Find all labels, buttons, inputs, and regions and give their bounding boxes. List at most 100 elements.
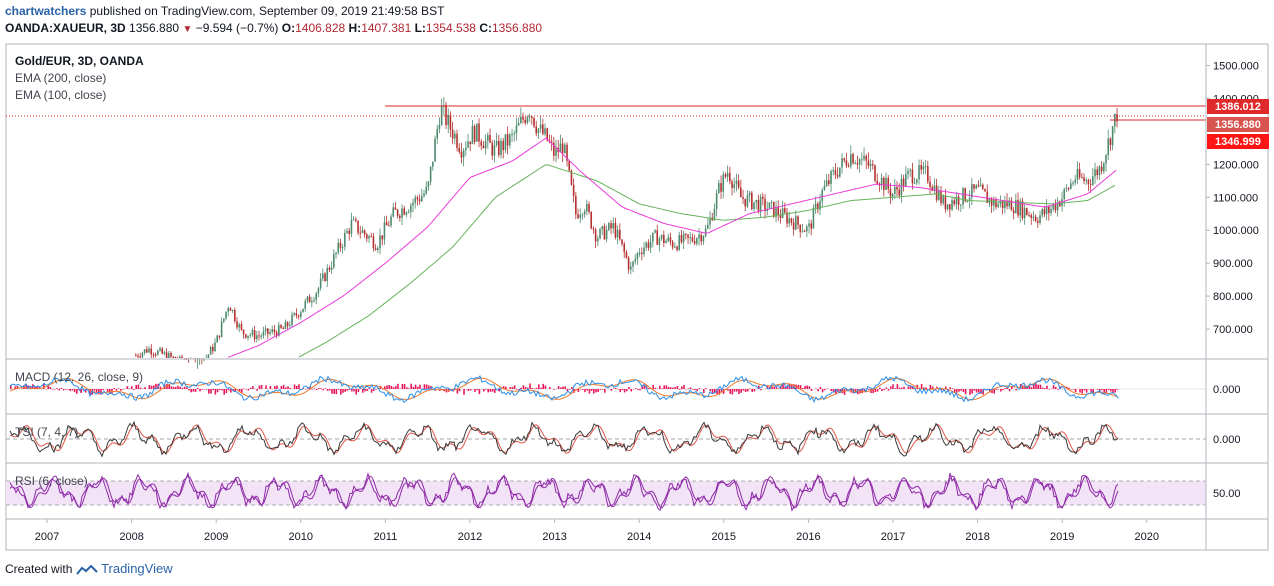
macd-histogram-bar <box>711 389 714 394</box>
macd-histogram-bar <box>60 387 63 389</box>
candle-body <box>515 125 518 134</box>
candle-body <box>1107 138 1110 156</box>
rsi-legend[interactable]: RSI (6, close) <box>15 474 88 488</box>
macd-histogram-bar <box>276 385 278 389</box>
macd-histogram-bar <box>542 383 544 389</box>
macd-histogram-bar <box>346 389 349 391</box>
ema200-legend[interactable]: EMA (200, close) <box>15 71 107 85</box>
macd-histogram-bar <box>610 389 613 391</box>
candle-body <box>1030 215 1033 218</box>
macd-histogram-bar <box>920 383 923 389</box>
candle-body <box>1004 200 1006 208</box>
macd-histogram-bar <box>1068 387 1070 389</box>
macd-histogram-bar <box>839 389 841 393</box>
time-tick-label: 2012 <box>458 531 482 543</box>
macd-histogram-bar <box>720 389 723 393</box>
macd-histogram-bar <box>227 389 230 391</box>
high-value: 1407.381 <box>361 21 412 35</box>
macd-histogram-bar <box>428 385 430 389</box>
price-pane <box>6 97 1206 369</box>
tsi-legend[interactable]: TSI (7, 4, 7) <box>15 425 79 439</box>
tsi-pane <box>6 420 1206 458</box>
macd-histogram-bar <box>38 386 41 389</box>
macd-histogram-bar <box>122 389 124 390</box>
candle-body <box>751 192 753 210</box>
candle-body <box>487 135 489 141</box>
candle-body <box>935 185 938 200</box>
macd-histogram-bar <box>252 386 254 389</box>
macd-histogram-bar <box>260 384 263 389</box>
macd-histogram-bar <box>659 385 661 389</box>
macd-histogram-bar <box>995 389 998 390</box>
tradingview-brand[interactable]: TradingView <box>101 561 173 576</box>
author-link[interactable]: chartwatchers <box>5 4 87 18</box>
macd-histogram-bar <box>894 388 896 389</box>
candle-body <box>951 200 953 210</box>
candle-body <box>403 208 406 215</box>
candle-body <box>825 180 828 186</box>
candle-body <box>253 330 256 340</box>
candle-body <box>665 240 667 244</box>
macd-histogram-bar <box>483 389 485 392</box>
candle-body <box>460 151 463 158</box>
price-change: −9.594 (−0.7%) <box>195 21 279 35</box>
macd-histogram-bar <box>69 389 71 392</box>
macd-histogram-bar <box>718 389 720 395</box>
candle-body <box>876 180 879 184</box>
tradingview-logo-icon <box>75 564 98 575</box>
time-tick-label: 2007 <box>35 531 59 543</box>
candle-body <box>801 230 804 232</box>
candle-body <box>335 252 337 254</box>
macd-histogram-bar <box>1114 389 1116 393</box>
macd-histogram-bar <box>434 389 437 391</box>
macd-histogram-bar <box>177 385 179 389</box>
candle-body <box>370 236 373 238</box>
candle-body <box>918 165 920 180</box>
candle-body <box>667 237 670 241</box>
ema100-legend[interactable]: EMA (100, close) <box>15 88 107 102</box>
candle-body <box>579 214 582 218</box>
macd-histogram-bar <box>958 389 960 392</box>
macd-histogram-bar <box>29 386 32 389</box>
time-tick-label: 2010 <box>289 531 313 543</box>
candle-body <box>1052 204 1055 210</box>
price-label-box <box>1207 134 1269 149</box>
macd-legend[interactable]: MACD (12, 26, close, 9) <box>15 370 144 384</box>
candle-body <box>550 141 553 143</box>
candle-body <box>968 197 971 201</box>
macd-histogram-bar <box>802 388 804 389</box>
macd-histogram-bar <box>285 387 287 389</box>
candle-body <box>249 334 252 336</box>
macd-histogram-bar <box>463 389 465 395</box>
macd-histogram-bar <box>395 386 397 389</box>
candle-body <box>537 128 540 134</box>
candle-body <box>641 252 643 254</box>
macd-histogram-bar <box>771 386 773 389</box>
macd-histogram-bar <box>989 389 991 393</box>
candle-body <box>286 322 289 326</box>
macd-histogram-bar <box>175 386 177 389</box>
macd-histogram-bar <box>302 388 305 389</box>
macd-histogram-bar <box>898 387 901 389</box>
candle-body <box>777 206 780 216</box>
macd-histogram-bar <box>901 387 903 389</box>
macd-histogram-bar <box>476 389 478 391</box>
candle-body <box>493 145 496 156</box>
candle-body <box>603 226 606 240</box>
candle-body <box>143 349 146 353</box>
candle-body <box>1048 206 1050 214</box>
macd-histogram-bar <box>835 389 837 395</box>
candle-body <box>297 315 300 317</box>
macd-histogram-bar <box>159 386 162 389</box>
candle-body <box>583 211 586 215</box>
time-tick-label: 2011 <box>374 531 398 543</box>
candle-body <box>929 181 931 187</box>
candle-body <box>821 189 824 202</box>
macd-histogram-bar <box>535 387 538 389</box>
candle-body <box>887 178 890 189</box>
tsi-line <box>9 420 1119 458</box>
macd-histogram-bar <box>293 384 296 389</box>
candle-body <box>669 237 672 242</box>
macd-histogram-bar <box>214 389 217 395</box>
